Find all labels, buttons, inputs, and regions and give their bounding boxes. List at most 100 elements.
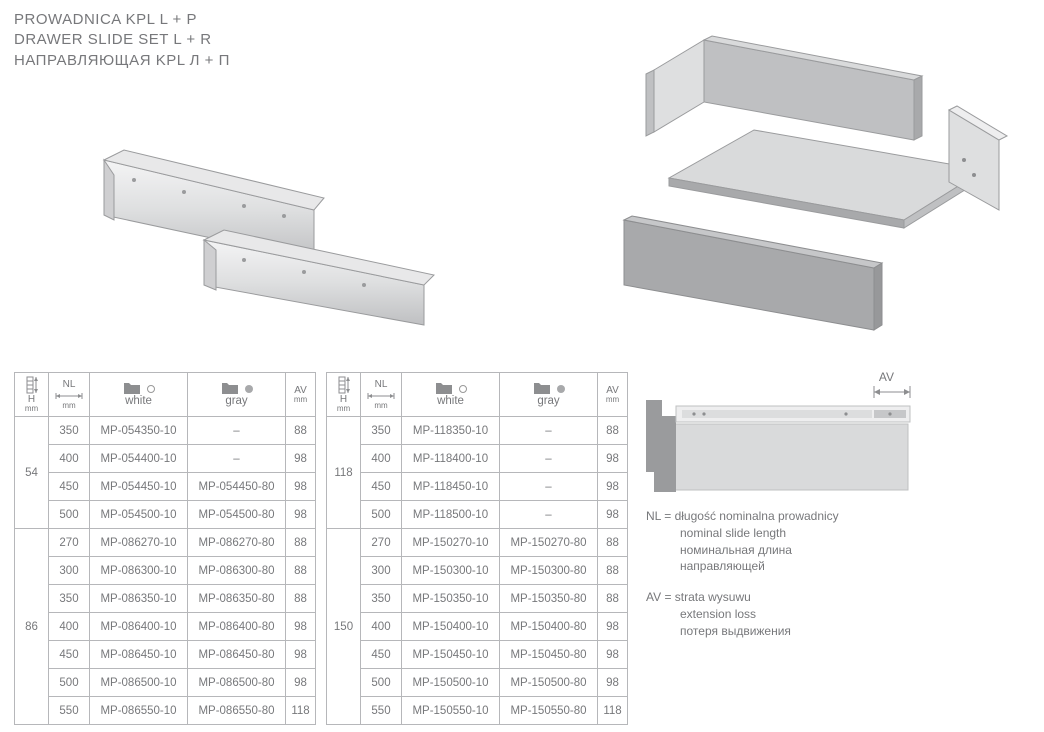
col-white-header: white: [90, 373, 188, 417]
product-illustrations: [14, 10, 1030, 350]
legend-av-pl: strata wysuwu: [675, 590, 751, 604]
table-row: 450MP-054450-10MP-054450-8098: [15, 473, 316, 501]
col-av-header: AVmm: [598, 373, 628, 417]
cell-av: 88: [286, 557, 316, 585]
cell-nl: 300: [49, 557, 90, 585]
legend: NL = długość nominalna prowadnicy nomina…: [646, 508, 1030, 640]
col-av-header: AVmm: [286, 373, 316, 417]
table-row: 350MP-150350-10MP-150350-8088: [327, 585, 628, 613]
cell-gray: –: [500, 445, 598, 473]
cell-white: MP-150550-10: [402, 697, 500, 725]
cell-av: 98: [286, 641, 316, 669]
cell-white: MP-086550-10: [90, 697, 188, 725]
col-gray-header: gray: [500, 373, 598, 417]
cell-gray: MP-150300-80: [500, 557, 598, 585]
table-row: 500MP-150500-10MP-150500-8098: [327, 669, 628, 697]
cell-av: 98: [598, 613, 628, 641]
cell-white: MP-150300-10: [402, 557, 500, 585]
cell-gray: MP-150550-80: [500, 697, 598, 725]
cell-white: MP-150400-10: [402, 613, 500, 641]
cell-nl: 500: [361, 669, 402, 697]
cell-nl: 350: [361, 417, 402, 445]
cell-h: 118: [327, 417, 361, 529]
legend-nl-key: NL =: [646, 509, 675, 523]
cell-white: MP-086350-10: [90, 585, 188, 613]
cell-gray: MP-150500-80: [500, 669, 598, 697]
table-row: 550MP-150550-10MP-150550-80118: [327, 697, 628, 725]
cell-white: MP-054400-10: [90, 445, 188, 473]
table-row: 54350MP-054350-10–88: [15, 417, 316, 445]
legend-nl-ru1: номинальная длина: [646, 542, 1030, 559]
cell-nl: 450: [49, 641, 90, 669]
legend-nl-en: nominal slide length: [646, 525, 1030, 542]
cell-nl: 350: [49, 417, 90, 445]
cell-gray: MP-054500-80: [188, 501, 286, 529]
av-label: AV: [879, 370, 894, 384]
table-row: 118350MP-118350-10–88: [327, 417, 628, 445]
cell-av: 98: [598, 473, 628, 501]
cell-white: MP-086300-10: [90, 557, 188, 585]
cell-nl: 400: [49, 613, 90, 641]
col-nl-header: NLmm: [49, 373, 90, 417]
cell-gray: MP-086450-80: [188, 641, 286, 669]
col-white-header: white: [402, 373, 500, 417]
cell-white: MP-150270-10: [402, 529, 500, 557]
cell-av: 88: [598, 557, 628, 585]
cell-nl: 400: [361, 613, 402, 641]
cell-gray: MP-086270-80: [188, 529, 286, 557]
table-row: 450MP-118450-10–98: [327, 473, 628, 501]
cell-nl: 270: [49, 529, 90, 557]
cell-gray: MP-150450-80: [500, 641, 598, 669]
cell-white: MP-086400-10: [90, 613, 188, 641]
cell-gray: –: [500, 473, 598, 501]
cell-nl: 500: [361, 501, 402, 529]
cell-nl: 400: [49, 445, 90, 473]
spec-table-1: Hmm NLmm white gray AVmm 54350MP-054350-…: [14, 372, 316, 725]
av-diagram: AV: [646, 372, 936, 492]
cell-nl: 500: [49, 669, 90, 697]
spec-tables: Hmm NLmm white gray AVmm 54350MP-054350-…: [14, 372, 628, 725]
legend-av-en: extension loss: [646, 606, 1030, 623]
cell-av: 118: [286, 697, 316, 725]
cell-gray: MP-086350-80: [188, 585, 286, 613]
cell-gray: MP-086550-80: [188, 697, 286, 725]
cell-av: 98: [598, 669, 628, 697]
cell-gray: –: [500, 417, 598, 445]
cell-white: MP-086500-10: [90, 669, 188, 697]
table-row: 450MP-150450-10MP-150450-8098: [327, 641, 628, 669]
cell-white: MP-118450-10: [402, 473, 500, 501]
cell-white: MP-086270-10: [90, 529, 188, 557]
cell-av: 88: [598, 585, 628, 613]
table-row: 500MP-054500-10MP-054500-8098: [15, 501, 316, 529]
cell-av: 98: [286, 669, 316, 697]
col-h-header: Hmm: [15, 373, 49, 417]
cell-gray: MP-086300-80: [188, 557, 286, 585]
cell-av: 98: [286, 445, 316, 473]
cell-av: 118: [598, 697, 628, 725]
cell-gray: MP-150270-80: [500, 529, 598, 557]
cell-nl: 350: [361, 585, 402, 613]
cell-av: 98: [598, 501, 628, 529]
cell-av: 98: [286, 473, 316, 501]
col-h-header: Hmm: [327, 373, 361, 417]
spec-table-2: Hmm NLmm white gray AVmm 118350MP-118350…: [326, 372, 628, 725]
cell-nl: 500: [49, 501, 90, 529]
cell-av: 98: [598, 641, 628, 669]
table-row: 450MP-086450-10MP-086450-8098: [15, 641, 316, 669]
table-row: 400MP-150400-10MP-150400-8098: [327, 613, 628, 641]
cell-nl: 270: [361, 529, 402, 557]
table-row: 300MP-086300-10MP-086300-8088: [15, 557, 316, 585]
cell-nl: 450: [361, 641, 402, 669]
cell-gray: –: [500, 501, 598, 529]
table-row: 86270MP-086270-10MP-086270-8088: [15, 529, 316, 557]
cell-h: 54: [15, 417, 49, 529]
cell-av: 88: [598, 417, 628, 445]
cell-av: 88: [286, 529, 316, 557]
legend-av-key: AV =: [646, 590, 675, 604]
table-row: 400MP-054400-10–98: [15, 445, 316, 473]
cell-white: MP-118350-10: [402, 417, 500, 445]
cell-nl: 450: [361, 473, 402, 501]
cell-av: 88: [286, 585, 316, 613]
cell-white: MP-054500-10: [90, 501, 188, 529]
table-row: 300MP-150300-10MP-150300-8088: [327, 557, 628, 585]
